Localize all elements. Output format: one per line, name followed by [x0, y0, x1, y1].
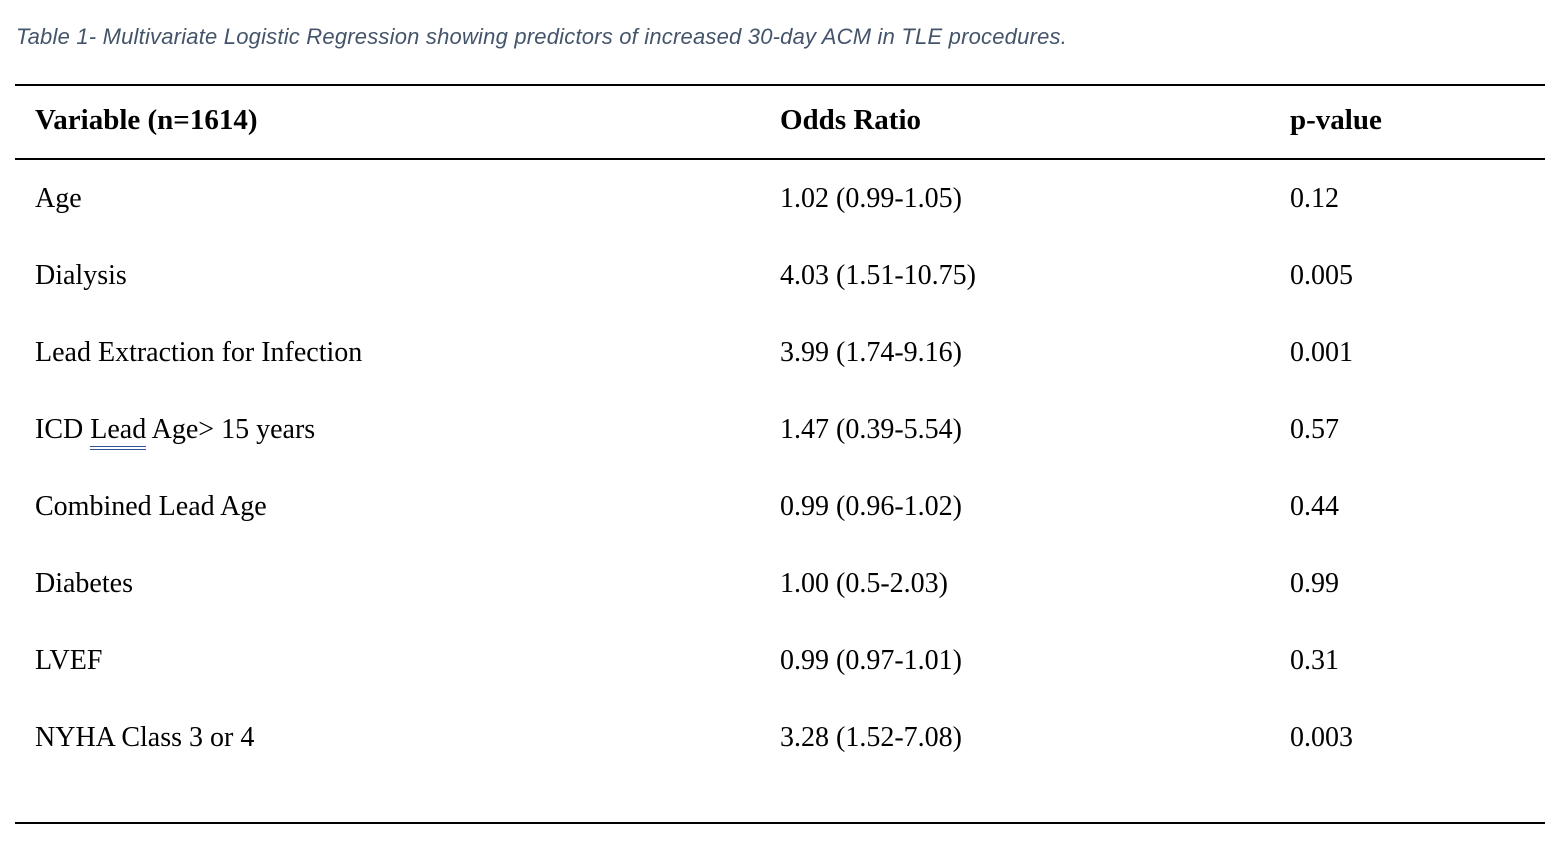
cell-variable: Combined Lead Age — [35, 490, 267, 522]
cell-p-value: 0.57 — [1290, 413, 1339, 445]
cell-p-value: 0.005 — [1290, 259, 1353, 291]
cell-variable: LVEF — [35, 644, 103, 676]
cell-p-value: 0.99 — [1290, 567, 1339, 599]
variable-text-suffix: Age> 15 years — [146, 413, 316, 445]
cell-odds-ratio: 4.03 (1.51-10.75) — [780, 259, 976, 291]
table-body: Age 1.02 (0.99-1.05) 0.12 Dialysis 4.03 … — [15, 160, 1545, 822]
cell-variable: Lead Extraction for Infection — [35, 336, 363, 368]
cell-p-value: 0.001 — [1290, 336, 1353, 368]
table-row: LVEF 0.99 (0.97-1.01) 0.31 — [15, 622, 1545, 699]
table-row: Age 1.02 (0.99-1.05) 0.12 — [15, 160, 1545, 237]
table-row: Diabetes 1.00 (0.5-2.03) 0.99 — [15, 545, 1545, 622]
variable-text-prefix: ICD — [35, 413, 91, 445]
cell-odds-ratio: 3.99 (1.74-9.16) — [780, 336, 962, 368]
table-row: Combined Lead Age 0.99 (0.96-1.02) 0.44 — [15, 468, 1545, 545]
table-row: Dialysis 4.03 (1.51-10.75) 0.005 — [15, 237, 1545, 314]
cell-p-value: 0.12 — [1290, 182, 1339, 214]
underlined-word: Lead — [90, 413, 147, 450]
cell-variable: Diabetes — [35, 567, 133, 599]
cell-variable: Age — [35, 182, 82, 214]
data-table: Variable (n=1614) Odds Ratio p-value Age… — [15, 84, 1545, 824]
table-row: NYHA Class 3 or 4 3.28 (1.52-7.08) 0.003 — [15, 699, 1545, 776]
header-cell-p-value: p-value — [1290, 104, 1382, 136]
cell-odds-ratio: 1.00 (0.5-2.03) — [780, 567, 948, 599]
table-header-row: Variable (n=1614) Odds Ratio p-value — [15, 86, 1545, 160]
cell-odds-ratio: 0.99 (0.96-1.02) — [780, 490, 962, 522]
cell-odds-ratio: 3.28 (1.52-7.08) — [780, 721, 962, 753]
header-cell-variable: Variable (n=1614) — [35, 104, 258, 136]
header-cell-odds-ratio: Odds Ratio — [780, 104, 922, 136]
cell-p-value: 0.44 — [1290, 490, 1339, 522]
cell-p-value: 0.003 — [1290, 721, 1353, 753]
cell-p-value: 0.31 — [1290, 644, 1339, 676]
cell-variable: NYHA Class 3 or 4 — [35, 721, 255, 753]
table-caption: Table 1- Multivariate Logistic Regressio… — [16, 24, 1068, 49]
cell-variable: Dialysis — [35, 259, 127, 291]
cell-odds-ratio: 0.99 (0.97-1.01) — [780, 644, 962, 676]
cell-odds-ratio: 1.02 (0.99-1.05) — [780, 182, 962, 214]
table-row: Lead Extraction for Infection 3.99 (1.74… — [15, 314, 1545, 391]
cell-odds-ratio: 1.47 (0.39-5.54) — [780, 413, 962, 445]
table-row: ICD Lead Age> 15 years 1.47 (0.39-5.54) … — [15, 391, 1545, 468]
cell-variable: ICD Lead Age> 15 years — [15, 413, 780, 450]
